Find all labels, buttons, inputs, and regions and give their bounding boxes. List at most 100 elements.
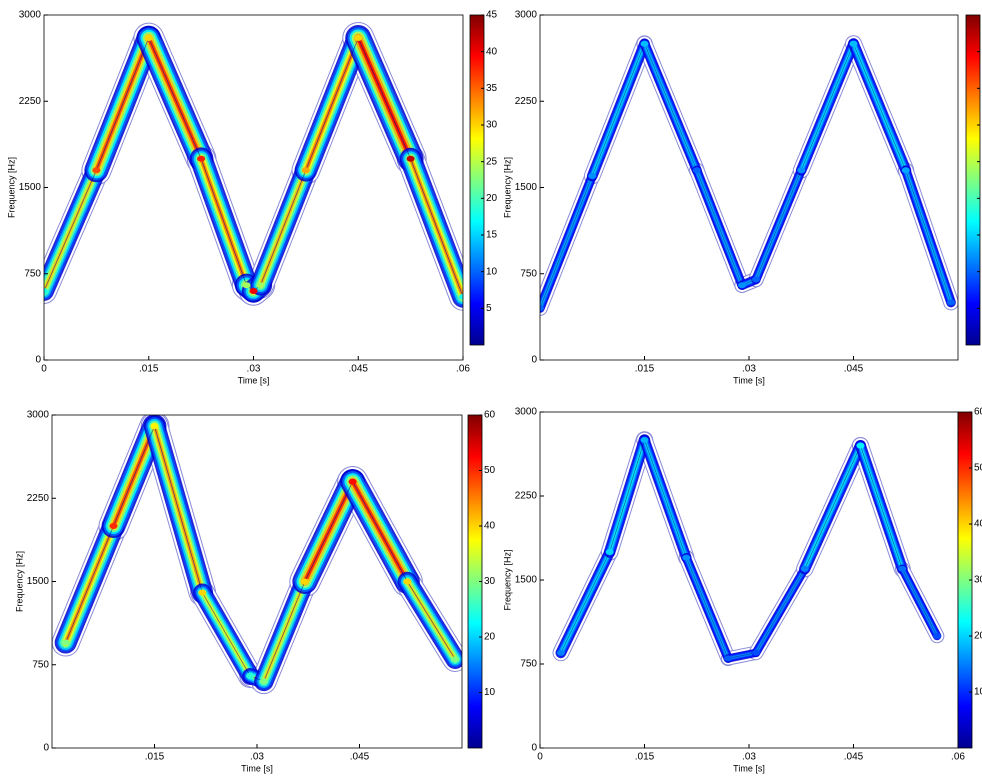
- ridge-peak: [354, 35, 363, 41]
- ridge-peak: [724, 655, 733, 662]
- ridge-peak: [901, 167, 910, 174]
- y-axis-label: Frequency [Hz]: [14, 551, 24, 612]
- colorbar-tick-label: 25: [486, 156, 498, 167]
- x-tick-label: .045: [844, 364, 864, 375]
- ridge-line: [560, 438, 938, 659]
- y-axis-label: Frequency [Hz]: [6, 157, 16, 218]
- colorbar-tick-label: 5000: [974, 463, 982, 474]
- ridge-peak: [856, 442, 865, 449]
- y-tick-label: 0: [43, 743, 49, 754]
- colorbar: [469, 14, 485, 346]
- colorbar-tick-label: 6000: [974, 407, 982, 418]
- y-tick-label: 2250: [515, 96, 538, 107]
- ridge-peak: [751, 649, 760, 656]
- colorbar-tick-label: 2000: [974, 631, 982, 642]
- x-tick-label: .045: [349, 364, 369, 375]
- plot-area: [44, 15, 463, 360]
- y-tick-label: 1500: [19, 182, 42, 193]
- ridge-peak: [682, 554, 691, 561]
- ridge-peak: [246, 672, 255, 679]
- x-tick-label: 0: [537, 752, 543, 763]
- y-axis-label: Frequency [Hz]: [502, 549, 512, 610]
- colorbar-tick-label: 20: [484, 632, 496, 643]
- x-tick-label: .015: [635, 364, 655, 375]
- ridge-peak: [144, 35, 153, 41]
- ridge-peak: [947, 299, 956, 306]
- ridge-peak: [403, 578, 412, 585]
- x-axis-label: Time [s]: [241, 763, 273, 773]
- ridge-line: [65, 424, 456, 682]
- y-tick-label: 1500: [515, 182, 538, 193]
- y-tick-label: 750: [32, 659, 49, 670]
- colorbar-tick-label: 30: [486, 120, 498, 131]
- y-tick-label: 0: [531, 355, 537, 366]
- y-tick-label: 0: [35, 355, 41, 366]
- x-tick-label: .03: [742, 364, 756, 375]
- colorbar-tick-label: 60: [484, 410, 496, 421]
- ridge-peak: [301, 167, 310, 174]
- x-tick-label: .015: [635, 752, 655, 763]
- ridge-peak: [348, 478, 357, 485]
- ridge-peak: [150, 423, 159, 430]
- ridge-peak: [588, 173, 597, 179]
- colorbar-tick-label: 4000: [974, 519, 982, 530]
- ridge-peak: [800, 565, 809, 572]
- ridge-peak: [198, 589, 207, 596]
- subplot: 0 .015 .03 .045 .06 0 750 1500 2250 3000 Time [s] F…: [6, 10, 497, 386]
- subplot: .015 .03 .045 0 750 1500 2250 3000 Time [s] Frequ…: [14, 410, 495, 774]
- plot-area: [540, 15, 958, 360]
- y-tick-label: 3000: [27, 410, 50, 421]
- ridge-peak: [640, 437, 649, 443]
- colorbar-tick-label: 20: [486, 193, 498, 204]
- y-tick-label: 750: [520, 268, 537, 279]
- ridge-peak: [556, 649, 565, 656]
- ridge-peak: [242, 282, 251, 289]
- ridge-peak: [406, 155, 415, 162]
- colorbar: [965, 14, 981, 346]
- ridge-peak: [738, 282, 747, 289]
- ridge-peak: [692, 167, 701, 174]
- colorbar-tick-label: 35: [486, 83, 498, 94]
- ridge-line: [540, 42, 952, 309]
- colorbar-ticks: 1000 2000 3000 4000 5000 6000: [969, 407, 982, 698]
- colorbar-tick-label: 30: [484, 576, 496, 587]
- ridge-peak: [259, 678, 268, 685]
- contour-layer: [540, 35, 958, 316]
- colorbar-tick-label: 50: [484, 465, 496, 476]
- colorbar-tick-label: 45: [486, 10, 498, 21]
- ridge-peak: [459, 293, 463, 300]
- ridge-peak: [933, 633, 942, 639]
- colorbar-tick-label: 10: [484, 687, 496, 698]
- x-tick-label: .03: [250, 752, 264, 763]
- y-axis-label: Frequency [Hz]: [502, 157, 512, 218]
- x-tick-label: .045: [844, 752, 864, 763]
- y-tick-label: 0: [531, 743, 537, 754]
- ridge-peak: [300, 578, 309, 585]
- colorbar-tick-label: 10: [486, 266, 498, 277]
- y-tick-label: 2250: [27, 493, 50, 504]
- contour-layer: [52, 415, 462, 695]
- ridge-peak: [898, 565, 907, 572]
- colorbar-ticks: 5 10 15 20 25 30 35 40 45: [481, 10, 498, 314]
- x-tick-label: .015: [145, 752, 165, 763]
- ridge-peak: [197, 155, 206, 162]
- ridge-peak: [61, 639, 70, 646]
- ridge-peak: [256, 282, 265, 289]
- ridge-peak: [605, 549, 614, 555]
- x-tick-label: 0: [41, 364, 47, 375]
- x-axis-label: Time [s]: [733, 763, 765, 773]
- plot-area: [540, 412, 958, 748]
- y-tick-label: 1500: [515, 575, 538, 586]
- x-tick-label: .03: [742, 752, 756, 763]
- colorbar-ticks: 10 20 30 40 50 60: [479, 410, 496, 698]
- ridge-peak: [640, 40, 649, 47]
- ridge-peak: [249, 288, 258, 294]
- y-tick-label: 1500: [27, 576, 50, 587]
- ridge-peak: [44, 288, 48, 294]
- contour-layer: [552, 431, 945, 667]
- colorbar-tick-label: 40: [486, 46, 498, 57]
- subplot: .015 .03 .045 0 750 1500 2250 3000 Time [s] Frequ…: [502, 10, 981, 385]
- ridge-peak: [451, 656, 460, 663]
- ridge-peak: [92, 167, 101, 174]
